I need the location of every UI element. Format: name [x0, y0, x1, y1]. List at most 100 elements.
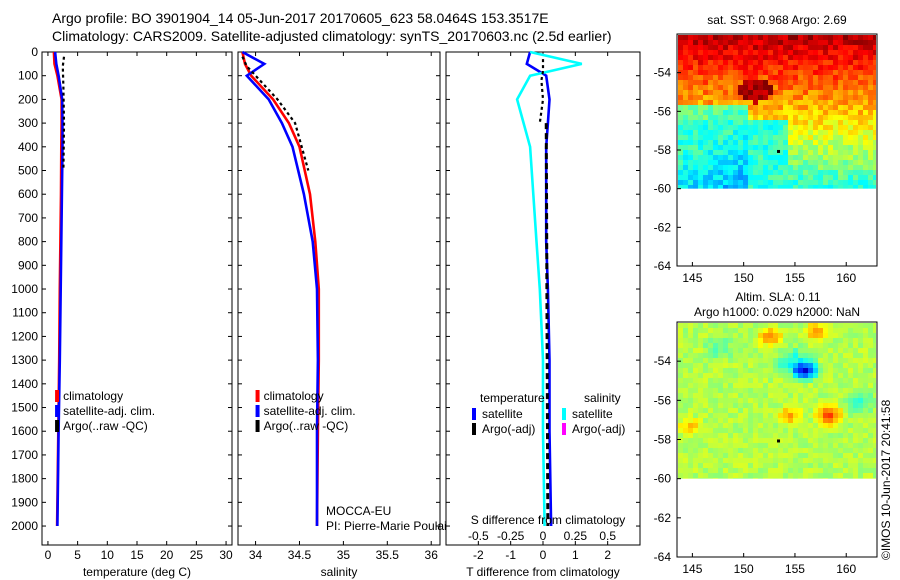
heat-cell: [723, 140, 728, 145]
heat-cell: [768, 185, 773, 189]
heat-cell: [708, 40, 713, 45]
heat-cell: [803, 398, 808, 403]
heat-cell: [808, 185, 813, 189]
heat-cell: [783, 323, 788, 328]
top-x-tick-label: -0.25: [497, 529, 525, 543]
heat-cell: [788, 358, 793, 363]
heat-cell: [813, 135, 818, 140]
heat-cell: [773, 100, 778, 105]
heat-cell: [813, 150, 818, 155]
heat-cell: [823, 105, 828, 110]
heat-cell: [698, 363, 703, 368]
heat-cell: [753, 438, 758, 443]
panel-salinity: 34 34.5 35 35.5 36salinityclimatologysatelli…: [237, 50, 453, 579]
heat-cell: [803, 90, 808, 95]
heat-cell: [788, 373, 793, 378]
heat-cell: [798, 413, 803, 418]
heat-cell: [723, 45, 728, 50]
heat-cell: [873, 135, 876, 140]
heat-cell: [763, 353, 768, 358]
heat-cell: [803, 323, 808, 328]
heat-cell: [873, 343, 876, 348]
heat-cell: [873, 373, 876, 378]
heat-cell: [713, 90, 718, 95]
heat-cell: [678, 348, 683, 353]
heat-cell: [828, 170, 833, 175]
heat-cell: [818, 155, 823, 160]
heat-cell: [718, 165, 723, 170]
heat-cell: [688, 453, 693, 458]
heat-cell: [773, 110, 778, 115]
heat-cell: [713, 463, 718, 468]
heat-cell: [808, 463, 813, 468]
heat-cell: [873, 468, 876, 473]
heat-cell: [833, 70, 838, 75]
heat-cell: [823, 75, 828, 80]
heat-cell: [738, 358, 743, 363]
heat-cell: [713, 383, 718, 388]
heat-cell: [803, 418, 808, 423]
heat-cell: [718, 448, 723, 453]
heat-cell: [703, 463, 708, 468]
heat-cell: [853, 80, 858, 85]
heat-cell: [828, 413, 833, 418]
heat-cell: [733, 438, 738, 443]
heat-cell: [723, 150, 728, 155]
heat-cell: [743, 160, 748, 165]
heat-cell: [758, 145, 763, 150]
heat-cell: [793, 95, 798, 100]
heat-cell: [813, 170, 818, 175]
heat-cell: [748, 388, 753, 393]
heat-cell: [818, 398, 823, 403]
heat-cell: [768, 423, 773, 428]
heat-cell: [803, 458, 808, 463]
heat-cell: [753, 145, 758, 150]
heat-cell: [753, 403, 758, 408]
heat-cell: [753, 338, 758, 343]
heat-cell: [803, 170, 808, 175]
heat-cell: [798, 473, 803, 478]
heat-cell: [753, 468, 758, 473]
heat-cell: [788, 110, 793, 115]
heat-cell: [843, 343, 848, 348]
heat-cell: [873, 70, 876, 75]
heat-cell: [748, 70, 753, 75]
heat-cell: [873, 60, 876, 65]
heat-cell: [803, 438, 808, 443]
heat-cell: [868, 388, 873, 393]
heat-cell: [763, 333, 768, 338]
heat-cell: [793, 368, 798, 373]
heat-cell: [838, 368, 843, 373]
heat-cell: [763, 115, 768, 120]
heat-cell: [773, 75, 778, 80]
heat-cell: [748, 60, 753, 65]
heat-cell: [823, 418, 828, 423]
heat-cell: [843, 110, 848, 115]
heat-cell: [833, 368, 838, 373]
heat-cell: [868, 443, 873, 448]
heat-cell: [813, 45, 818, 50]
heat-cell: [758, 378, 763, 383]
heat-cell: [848, 438, 853, 443]
heat-cell: [718, 413, 723, 418]
heat-cell: [708, 145, 713, 150]
heat-cell: [753, 373, 758, 378]
heat-cell: [793, 105, 798, 110]
heat-cell: [758, 150, 763, 155]
heat-cell: [683, 428, 688, 433]
heat-cell: [813, 130, 818, 135]
heat-cell: [703, 448, 708, 453]
heat-cell: [688, 418, 693, 423]
heat-cell: [843, 45, 848, 50]
heat-cell: [788, 408, 793, 413]
heat-cell: [773, 120, 778, 125]
heat-cell: [828, 70, 833, 75]
heat-cell: [843, 165, 848, 170]
heat-cell: [678, 443, 683, 448]
heat-cell: [708, 368, 713, 373]
heat-cell: [693, 343, 698, 348]
heat-cell: [728, 478, 733, 479]
heat-cell: [758, 368, 763, 373]
heat-cell: [868, 150, 873, 155]
heat-cell: [853, 368, 858, 373]
